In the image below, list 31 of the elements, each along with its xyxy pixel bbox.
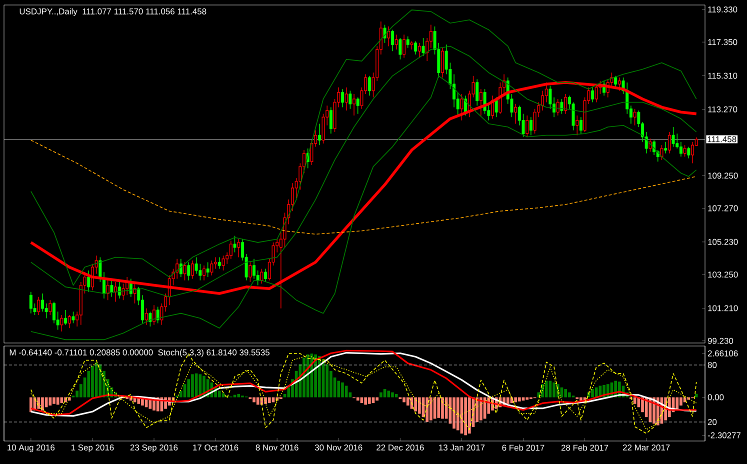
x-tick-label: 1 Sep 2016: [71, 444, 114, 452]
y2-tick-label: 80: [708, 362, 717, 368]
x-tick-label: 13 Jan 2017: [439, 444, 485, 451]
y-tick-label: -2.30277: [708, 432, 741, 438]
y2-tick-label: 20: [708, 419, 717, 425]
y-tick-label: 109.250: [708, 172, 738, 179]
y-tick-label: 2.66106: [708, 350, 738, 356]
y-tick-label: 103.250: [708, 272, 738, 278]
x-tick-label: 10 Aug 2016: [8, 444, 55, 452]
ref-line-label: 111.458: [708, 136, 736, 142]
y-tick-label: 119.330: [708, 6, 738, 12]
y-tick-label: 101.210: [708, 305, 738, 312]
x-tick-label: 6 Feb 2017: [502, 444, 544, 451]
y-tick-label: 113.270: [708, 106, 738, 112]
chart-subtitle: Stoch(5,3,3) 61.8140 39.5535: [158, 349, 270, 358]
y-tick-label: 0.00: [708, 394, 724, 400]
x-tick-label: 22 Mar 2017: [623, 444, 670, 451]
chart-subtitle: 111.077 111.570 111.056 111.458: [82, 8, 206, 14]
x-tick-label: 30 Nov 2016: [314, 444, 362, 451]
chart-title: M -0.64140 -0.71101 0.20885 0.00000: [10, 349, 153, 356]
x-tick-label: 22 Dec 2016: [376, 444, 424, 451]
x-tick-label: 17 Oct 2016: [193, 444, 238, 451]
chart-title: USDJPY..,Daily: [20, 8, 78, 16]
y-tick-label: 107.270: [708, 205, 738, 212]
y-tick-label: 115.310: [708, 72, 738, 79]
y-tick-label: 117.350: [708, 39, 738, 46]
x-tick-label: 8 Nov 2016: [256, 444, 298, 451]
x-tick-label: 23 Sep 2016: [130, 444, 178, 452]
y-tick-label: 99.230: [708, 338, 734, 344]
x-tick-label: 28 Feb 2017: [561, 444, 608, 451]
y-tick-label: 105.230: [708, 238, 738, 245]
